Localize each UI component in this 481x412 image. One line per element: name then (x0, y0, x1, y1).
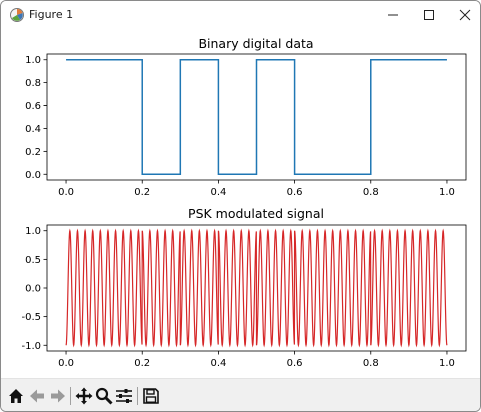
close-button[interactable] (447, 1, 480, 29)
y-tick-label: 1.0 (25, 55, 41, 66)
matplotlib-app-icon (10, 8, 24, 22)
maximize-button[interactable] (411, 1, 447, 29)
y-tick-label: 0.5 (25, 255, 41, 266)
x-tick-label: 0.8 (363, 358, 379, 369)
toolbar-separator (137, 387, 138, 405)
configure-subplots-icon (116, 389, 132, 403)
forward-arrow-icon (51, 389, 65, 403)
y-tick-label: 0.6 (25, 101, 41, 112)
toolbar-separator (70, 387, 71, 405)
zoom-button[interactable] (93, 385, 115, 407)
y-tick-label: -0.5 (21, 312, 41, 323)
x-tick-label: 0.0 (58, 187, 74, 198)
figure-plots: Binary digital data 0.0 0.2 0.4 0.6 0.8 1.0 0.… (21, 36, 467, 369)
subplot-psk-signal: PSK modulated signal 0.0 0.2 0.4 0.6 0.8 1.0 -… (21, 206, 467, 369)
maximize-icon (424, 10, 434, 20)
figure-canvas[interactable]: Binary digital data 0.0 0.2 0.4 0.6 0.8 1.0 0.… (1, 29, 480, 378)
x-tick-label: 0.0 (58, 358, 74, 369)
pan-button[interactable] (73, 385, 95, 407)
axes-frame (46, 53, 467, 181)
back-button[interactable] (26, 385, 48, 407)
home-button[interactable] (5, 385, 27, 407)
x-tick-label: 0.4 (210, 358, 226, 369)
y-tick-label: 0.4 (25, 124, 41, 135)
navigation-toolbar (1, 378, 480, 411)
title-bar[interactable]: Figure 1 (1, 1, 480, 29)
y-tick-label: 0.8 (25, 78, 41, 89)
forward-button[interactable] (47, 385, 69, 407)
back-arrow-icon (30, 389, 44, 403)
y-tick-label: 0.0 (25, 170, 41, 181)
zoom-icon (95, 387, 113, 405)
minimize-icon (388, 14, 398, 16)
y-tick-label: 1.0 (25, 226, 41, 237)
x-tick-label: 1.0 (439, 187, 455, 198)
psk-signal-line (65, 228, 448, 348)
home-icon (9, 389, 23, 403)
y-tick-label: -1.0 (21, 341, 41, 352)
configure-subplots-button[interactable] (113, 385, 135, 407)
close-icon (459, 9, 471, 21)
subplot-title: PSK modulated signal (188, 206, 324, 221)
subplot-binary-data: Binary digital data 0.0 0.2 0.4 0.6 0.8 1.0 0.… (25, 36, 467, 198)
minimize-button[interactable] (375, 1, 411, 29)
pan-icon (75, 387, 93, 405)
x-tick-label: 0.8 (363, 187, 379, 198)
digital-data-line (66, 58, 447, 176)
x-tick-label: 0.6 (287, 187, 303, 198)
save-icon (143, 388, 159, 404)
x-tick-label: 0.2 (134, 187, 150, 198)
x-tick-label: 0.6 (287, 358, 303, 369)
x-tick-label: 0.4 (210, 187, 226, 198)
y-tick-label: 0.0 (25, 284, 41, 295)
window-title: Figure 1 (29, 8, 74, 21)
save-button[interactable] (140, 385, 162, 407)
x-tick-label: 1.0 (439, 358, 455, 369)
subplot-title: Binary digital data (198, 36, 313, 51)
x-tick-label: 0.2 (134, 358, 150, 369)
y-tick-label: 0.2 (25, 147, 41, 158)
